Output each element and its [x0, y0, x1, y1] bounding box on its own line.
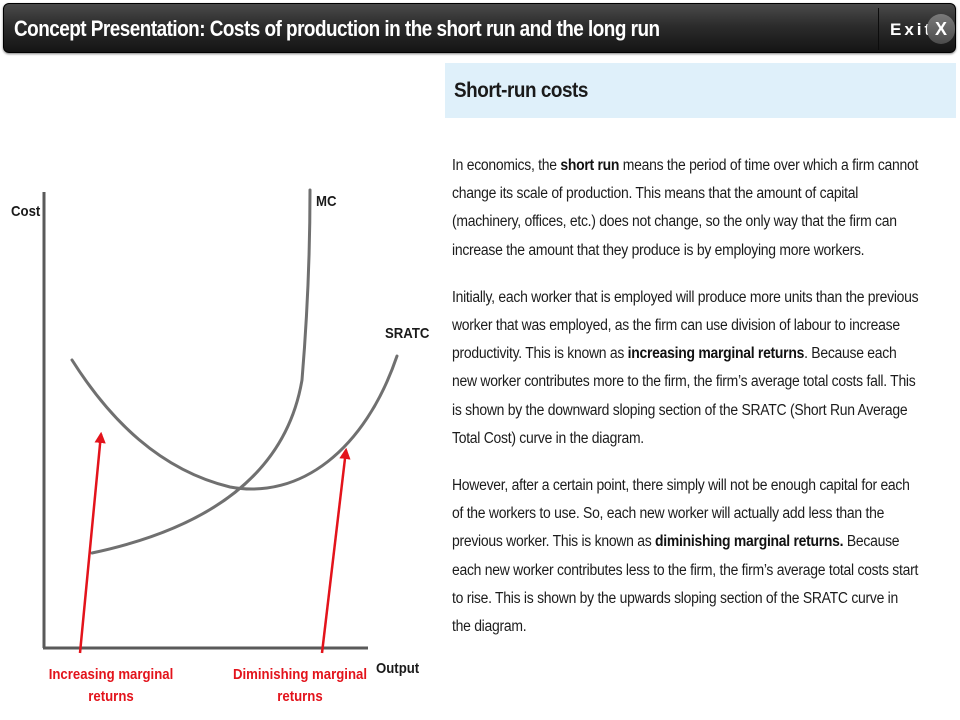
- y-axis-label: Cost: [11, 202, 41, 219]
- paragraph-increasing-returns: Initially, each worker that is employed …: [452, 288, 919, 447]
- increasing-returns-label-line2: returns: [88, 687, 134, 704]
- sratc-label: SRATC: [385, 324, 429, 341]
- increasing-returns-label-line1: Increasing marginal: [49, 665, 174, 682]
- sratc-curve: [70, 354, 399, 491]
- paragraph-diminishing-returns: However, after a certain point, there si…: [452, 477, 919, 636]
- title-bar-divider: [878, 8, 879, 50]
- exit-button[interactable]: Exit: [890, 20, 934, 39]
- close-icon[interactable]: X: [927, 14, 955, 44]
- paragraph-short-run: In economics, the short run means the pe…: [452, 157, 919, 259]
- diminishing-returns-arrow: [320, 447, 351, 654]
- mc-curve: [90, 188, 312, 555]
- title-bar: Concept Presentation: Costs of productio…: [3, 3, 956, 53]
- window-title: Concept Presentation: Costs of productio…: [14, 16, 660, 41]
- body-text: In economics, the short run means the pe…: [452, 152, 920, 660]
- diminishing-returns-label-line2: returns: [277, 687, 323, 704]
- increasing-returns-arrow: [78, 431, 106, 654]
- section-header: Short-run costs: [445, 63, 956, 118]
- cost-curves-diagram: Cost Output SRATC MC Increasing marginal…: [11, 188, 429, 704]
- x-axis-label: Output: [376, 659, 419, 676]
- section-title: Short-run costs: [454, 79, 588, 102]
- mc-label: MC: [316, 192, 337, 209]
- diminishing-returns-label-line1: Diminishing marginal: [233, 665, 367, 682]
